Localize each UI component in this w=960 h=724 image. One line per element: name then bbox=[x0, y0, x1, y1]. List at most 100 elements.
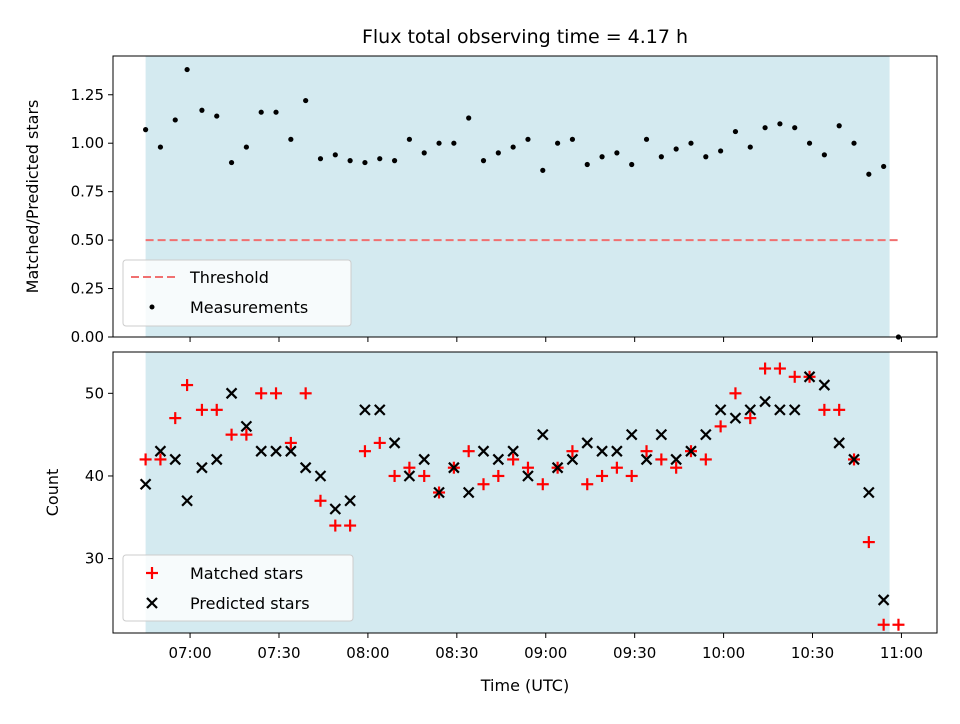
measurement-point bbox=[806, 140, 813, 146]
predicted-star-marker bbox=[169, 453, 182, 466]
predicted-star-marker-b bbox=[181, 494, 193, 507]
predicted-star-marker bbox=[551, 461, 564, 474]
ratio-y-axis: 0.00 0.25 0.50 0.75 1.00 1.25 bbox=[71, 86, 113, 346]
predicted-star-marker bbox=[344, 494, 356, 507]
predicted-star-marker bbox=[863, 486, 875, 499]
measurement-point bbox=[525, 136, 531, 142]
measurement-point bbox=[510, 144, 516, 150]
matched-star-marker bbox=[358, 445, 371, 458]
time-x-tick-label: 09:00 bbox=[524, 644, 567, 662]
ratio-y-tick-label: 0.00 bbox=[71, 328, 104, 346]
measurement-point bbox=[629, 161, 635, 168]
matched-star-marker bbox=[640, 445, 653, 458]
predicted-star-marker bbox=[299, 461, 312, 474]
predicted-star-marker bbox=[240, 420, 253, 433]
predicted-star-marker bbox=[154, 445, 167, 457]
predicted-star-marker bbox=[139, 478, 152, 491]
predicted-star-marker bbox=[685, 445, 697, 457]
measurement-point bbox=[792, 125, 798, 131]
measurement-point bbox=[688, 140, 694, 146]
count-y-tick-label: 30 bbox=[85, 550, 104, 568]
measurement-point bbox=[732, 128, 739, 135]
matched-star-marker bbox=[862, 536, 875, 549]
measurement-point bbox=[317, 156, 324, 162]
predicted-star-marker-b bbox=[299, 461, 312, 474]
predicted-star-marker-b bbox=[169, 453, 182, 466]
time-x-axis: 07:00 07:30 08:00 08:30 09:00 09:30 10:00 10:30… bbox=[168, 633, 923, 662]
predicted-star-marker bbox=[848, 453, 860, 466]
predicted-star-marker-b bbox=[685, 445, 697, 457]
measurement-point bbox=[362, 159, 368, 166]
predicted-star-marker bbox=[388, 437, 401, 449]
predicted-star-marker-b bbox=[625, 428, 638, 441]
measurement-point bbox=[258, 109, 264, 115]
measurement-point bbox=[466, 115, 472, 121]
ratio-y-tick-label: 0.25 bbox=[71, 280, 104, 298]
predicted-star-marker-b bbox=[329, 503, 342, 515]
time-x-label: Time (UTC) bbox=[480, 676, 569, 695]
measurement-point bbox=[673, 146, 679, 152]
matched-star-marker bbox=[418, 469, 431, 482]
matched-star-marker bbox=[818, 403, 831, 416]
time-x-tick-label: 11:00 bbox=[880, 644, 923, 662]
matched-star-marker bbox=[610, 461, 623, 474]
ratio-y-label: Matched/Predicted stars bbox=[23, 100, 42, 294]
measurement-point bbox=[643, 136, 650, 142]
matched-star-marker bbox=[154, 453, 167, 466]
predicted-star-marker-b bbox=[344, 494, 356, 507]
predicted-star-marker bbox=[759, 395, 771, 408]
matched-star-marker bbox=[225, 428, 238, 441]
predicted-star-marker-b bbox=[448, 461, 460, 474]
predicted-star-marker-b bbox=[566, 453, 579, 466]
matched-star-marker bbox=[477, 478, 490, 491]
predicted-star-marker-b bbox=[270, 445, 282, 457]
predicted-star-marker bbox=[596, 445, 608, 457]
measurement-point bbox=[436, 140, 442, 146]
count-panel: 30 40 50 07:00 07:30 08:00 08:30 09:00 09:30 10:… bbox=[43, 351, 938, 695]
matched-star-marker bbox=[270, 387, 283, 400]
predicted-star-marker bbox=[803, 371, 816, 383]
matched-star-marker bbox=[833, 403, 846, 416]
predicted-star-marker bbox=[877, 594, 890, 606]
predicted-star-marker bbox=[640, 453, 653, 466]
measurement-point bbox=[288, 136, 294, 142]
matched-star-marker bbox=[773, 362, 786, 375]
predicted-star-marker bbox=[700, 428, 712, 441]
matched-star-marker bbox=[744, 412, 757, 425]
predicted-star-marker-b bbox=[507, 445, 519, 457]
measurement-point bbox=[851, 140, 857, 146]
matched-star-marker bbox=[139, 453, 152, 466]
matched-star-marker bbox=[403, 461, 416, 474]
measurement-point bbox=[836, 123, 842, 129]
ratio-y-tick-label: 1.25 bbox=[71, 86, 104, 104]
predicted-star-marker-b bbox=[611, 445, 623, 457]
measurement-points bbox=[143, 66, 902, 340]
predicted-star-marker bbox=[255, 445, 267, 457]
predicted-star-marker-b bbox=[759, 395, 771, 408]
time-x-tick-label: 07:00 bbox=[168, 644, 211, 662]
measurement-point bbox=[881, 163, 887, 170]
predicted-star-marker-b bbox=[803, 371, 816, 383]
predicted-star-marker-b bbox=[492, 453, 505, 466]
count-y-tick-label: 40 bbox=[85, 467, 104, 485]
matched-star-marker bbox=[344, 519, 357, 532]
measurement-point bbox=[143, 127, 149, 133]
matched-star-marker bbox=[625, 469, 638, 482]
predicted-star-marker-b bbox=[314, 470, 327, 482]
predicted-star-marker-b bbox=[139, 478, 152, 491]
ratio-plot-frame bbox=[112, 55, 938, 338]
predicted-star-marker bbox=[774, 404, 786, 416]
measurement-point bbox=[303, 97, 309, 104]
measurement-point bbox=[451, 140, 457, 146]
time-x-tick-label: 08:00 bbox=[346, 644, 389, 662]
predicted-star-marker-b bbox=[774, 404, 786, 416]
ratio-y-tick-label: 0.75 bbox=[71, 183, 104, 201]
predicted-star-marker-b bbox=[240, 420, 253, 433]
predicted-star-marker-b bbox=[788, 404, 801, 416]
predicted-star-marker bbox=[833, 437, 845, 449]
predicted-star-marker bbox=[670, 453, 682, 466]
predicted-star-marker bbox=[210, 453, 223, 466]
predicted-star-marker-b bbox=[640, 453, 653, 466]
predicted-star-marker-b bbox=[744, 404, 757, 416]
matched-star-marker bbox=[492, 469, 505, 482]
